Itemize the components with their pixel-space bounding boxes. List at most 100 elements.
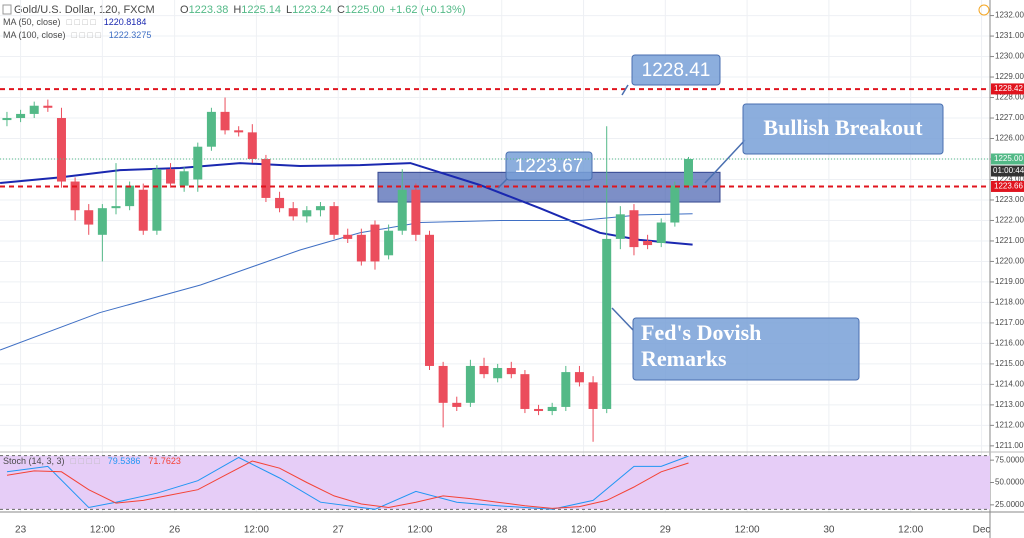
- x-tick-label: 26: [169, 525, 181, 536]
- indicator-legend: MA (100, close) □ □ □ □ 1222.3275: [3, 30, 151, 40]
- alert-icon: [978, 4, 990, 16]
- change: +1.62 (+0.13%): [390, 4, 466, 16]
- ohlc-key: C: [337, 4, 345, 16]
- candle-body: [574, 372, 584, 383]
- y-tick-label: 1218.00: [995, 298, 1024, 307]
- candle-body: [43, 105, 53, 108]
- candle-body: [670, 185, 680, 223]
- candle-body: [275, 197, 285, 209]
- ohlc-key: L: [286, 4, 292, 16]
- price-tag-label: 1228.42: [994, 84, 1023, 93]
- stoch-band: [0, 455, 990, 510]
- candle-body: [656, 222, 666, 244]
- annotation-box: [742, 103, 944, 155]
- candle-body: [547, 406, 557, 412]
- candle-body: [288, 208, 298, 217]
- y-tick-label: 1231.00: [995, 31, 1024, 40]
- y-tick-label: 1220.00: [995, 257, 1024, 266]
- candle-body: [56, 118, 66, 182]
- candle-body: [234, 130, 244, 133]
- indicator-name: MA (50, close): [3, 17, 61, 27]
- candle-body: [193, 146, 203, 180]
- indicator-value: 71.7623: [148, 456, 181, 466]
- ohlc: O1223.38 H1225.14 L1223.24 C1225.00 +1.62 (+…: [180, 4, 466, 16]
- candle-body: [384, 230, 394, 256]
- candle-body: [493, 367, 503, 379]
- indicator-value: 1220.8184: [104, 17, 147, 27]
- candle-body: [16, 113, 26, 119]
- y-tick-label: 1232.00: [995, 11, 1024, 20]
- ohlc-value: 1223.24: [292, 4, 332, 16]
- x-tick-label: 12:00: [735, 525, 760, 536]
- x-tick-label: 12:00: [244, 525, 269, 536]
- indicator-legend: Stoch (14, 3, 3) □ □ □ □ 79.5386 71.7623: [3, 456, 181, 466]
- callout-pointer: [704, 139, 746, 184]
- annotation: Bullish Breakout: [763, 115, 923, 140]
- ohlc-value: 1225.00: [345, 4, 385, 16]
- y-tick-label: 1227.00: [995, 113, 1024, 122]
- candle-body: [588, 382, 598, 409]
- annotation-box: [632, 317, 860, 381]
- y-tick-label: 1212.00: [995, 420, 1024, 429]
- y-tick-label: 1219.00: [995, 277, 1024, 286]
- countdown: 01:00:44: [993, 166, 1024, 175]
- candle-body: [70, 181, 80, 211]
- x-tick-label: 12:00: [407, 525, 432, 536]
- callout-pointer: [611, 307, 634, 331]
- y-tick-label: 1226.00: [995, 134, 1024, 143]
- candle-body: [166, 169, 176, 184]
- candle-body: [615, 214, 625, 239]
- x-tick-label: 23: [15, 525, 27, 536]
- candle-body: [220, 111, 230, 131]
- candle-body: [247, 132, 257, 159]
- candle-body: [479, 365, 489, 375]
- candle-body: [520, 374, 530, 409]
- ohlc-key: O: [180, 4, 189, 16]
- candle-body: [302, 210, 312, 217]
- candle-body: [452, 402, 462, 407]
- candle-body: [506, 367, 516, 375]
- ohlc-value: 1223.38: [189, 4, 229, 16]
- y-tick-label: 1229.00: [995, 72, 1024, 81]
- indicator-controls: □ □ □ □: [72, 30, 102, 40]
- level-label-box: [631, 54, 721, 86]
- candle-body: [261, 158, 271, 198]
- x-tick-label: 12:00: [898, 525, 923, 536]
- callout-pointer: [621, 84, 629, 96]
- candle-body: [629, 210, 639, 248]
- y-tick-label: 1211.00: [995, 441, 1024, 450]
- y-tick-label: 1216.00: [995, 339, 1024, 348]
- y-tick-label: 1222.00: [995, 216, 1024, 225]
- stoch-line: [6, 460, 689, 509]
- y-tick-label: 75.0000: [995, 455, 1024, 464]
- y-tick-label: 1217.00: [995, 318, 1024, 327]
- countdown-tag: [991, 165, 1024, 177]
- level-label: 1223.67: [515, 156, 584, 177]
- x-tick-label: 12:00: [571, 525, 596, 536]
- candle-body: [534, 408, 544, 412]
- candle-body: [356, 234, 366, 262]
- indicator-controls: □ □ □ □: [71, 456, 101, 466]
- ohlc-key: H: [233, 4, 241, 16]
- candle-body: [643, 240, 653, 246]
- y-tick-label: 1214.00: [995, 379, 1024, 388]
- candle-body: [438, 365, 448, 403]
- x-tick-label: 28: [496, 525, 508, 536]
- annotation-line: Fed's Dovish: [641, 320, 761, 345]
- icon: [2, 4, 12, 15]
- candle-body: [411, 189, 421, 235]
- ma-line: [0, 162, 693, 246]
- annotation-line: Remarks: [641, 346, 727, 371]
- candle-body: [425, 234, 435, 366]
- y-tick-label: 1213.00: [995, 400, 1024, 409]
- price-tag: [991, 83, 1024, 95]
- candle-body: [343, 234, 353, 239]
- x-tick-label: 30: [823, 525, 835, 536]
- candle-body: [683, 158, 693, 186]
- candle-body: [97, 208, 107, 235]
- y-tick-label: 1223.00: [995, 195, 1024, 204]
- candle-body: [138, 189, 148, 231]
- candle-body: [370, 224, 380, 262]
- candle-body: [397, 189, 407, 231]
